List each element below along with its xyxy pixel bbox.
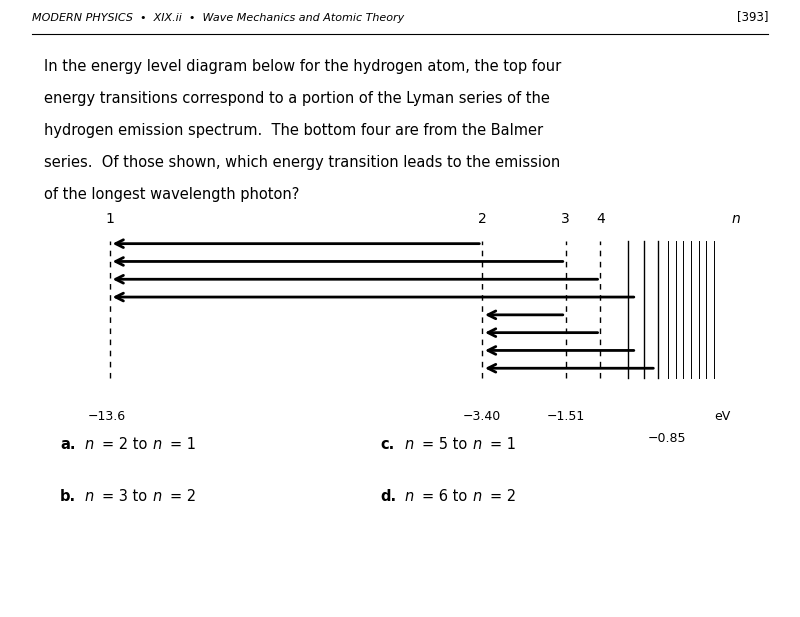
Text: MODERN PHYSICS  •  XIX.ii  •  Wave Mechanics and Atomic Theory: MODERN PHYSICS • XIX.ii • Wave Mechanics… (32, 14, 404, 23)
Text: n: n (152, 437, 162, 452)
Text: n: n (732, 212, 741, 226)
Text: c.: c. (380, 437, 394, 452)
Text: = 2: = 2 (490, 489, 516, 504)
Text: n: n (84, 489, 94, 504)
Text: = 3 to: = 3 to (102, 489, 146, 504)
Text: 4: 4 (596, 212, 605, 226)
Text: n: n (404, 437, 414, 452)
Text: In the energy level diagram below for the hydrogen atom, the top four: In the energy level diagram below for th… (44, 59, 562, 73)
Text: 1: 1 (106, 212, 114, 226)
Text: 3: 3 (562, 212, 570, 226)
Text: n: n (472, 437, 482, 452)
Text: n: n (152, 489, 162, 504)
Text: −1.51: −1.51 (546, 410, 585, 423)
Text: a.: a. (60, 437, 75, 452)
Text: b.: b. (60, 489, 76, 504)
Text: 2: 2 (478, 212, 486, 226)
Text: = 2 to: = 2 to (102, 437, 147, 452)
Text: series.  Of those shown, which energy transition leads to the emission: series. Of those shown, which energy tra… (44, 155, 560, 170)
Text: −3.6: −3.6 (0, 616, 1, 617)
Text: d.: d. (380, 489, 396, 504)
Text: = 1: = 1 (170, 437, 196, 452)
Text: n: n (472, 489, 482, 504)
Text: −3.40: −3.40 (463, 410, 502, 423)
Text: [393]: [393] (737, 10, 768, 23)
Text: = 1: = 1 (490, 437, 515, 452)
Text: eV: eV (714, 410, 730, 423)
Text: of the longest wavelength photon?: of the longest wavelength photon? (44, 187, 299, 202)
Text: = 2: = 2 (170, 489, 196, 504)
Text: −0.85: −0.85 (647, 432, 686, 445)
Text: = 5 to: = 5 to (422, 437, 467, 452)
Text: −13.6: −13.6 (87, 410, 126, 423)
Text: n: n (404, 489, 414, 504)
Text: n: n (84, 437, 94, 452)
Text: = 6 to: = 6 to (422, 489, 467, 504)
Text: hydrogen emission spectrum.  The bottom four are from the Balmer: hydrogen emission spectrum. The bottom f… (44, 123, 543, 138)
Text: energy transitions correspond to a portion of the Lyman series of the: energy transitions correspond to a porti… (44, 91, 550, 106)
